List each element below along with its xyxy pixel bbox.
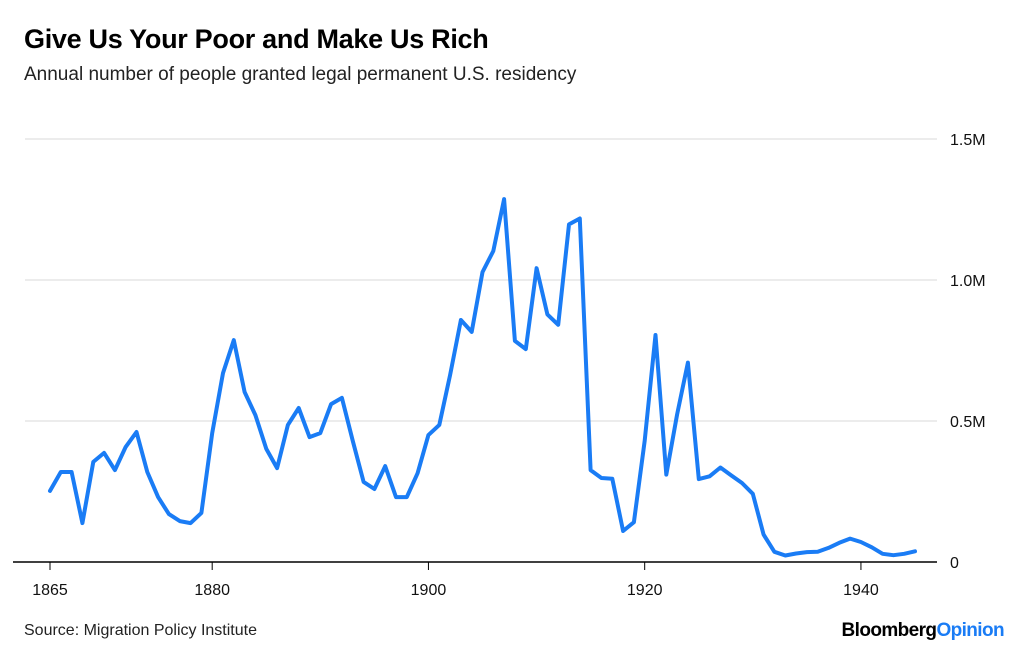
x-axis: 1865 1880 1900 1920 1940: [13, 561, 937, 599]
x-tick-label: 1920: [627, 582, 663, 599]
y-tick-label: 0: [950, 555, 959, 572]
chart-title: Give Us Your Poor and Make Us Rich: [24, 24, 489, 54]
logo-suffix: Opinion: [936, 620, 1004, 641]
y-tick-label: 1.5M: [950, 132, 986, 149]
y-axis: 0 0.5M 1.0M 1.5M: [950, 132, 986, 572]
x-tick-label: 1940: [843, 582, 879, 599]
x-tick-label: 1900: [411, 582, 447, 599]
bloomberg-opinion-logo: BloombergOpinion: [841, 620, 1005, 642]
x-tick-label: 1880: [194, 582, 230, 599]
chart-subtitle: Annual number of people granted legal pe…: [24, 64, 577, 85]
y-tick-label: 0.5M: [950, 414, 986, 431]
source-note: Source: Migration Policy Institute: [24, 622, 257, 639]
logo-brand: Bloomberg: [841, 620, 937, 641]
series-group: [48, 197, 917, 558]
x-tick-label: 1865: [32, 582, 68, 599]
y-tick-label: 1.0M: [950, 273, 986, 290]
series-line: [48, 197, 917, 558]
